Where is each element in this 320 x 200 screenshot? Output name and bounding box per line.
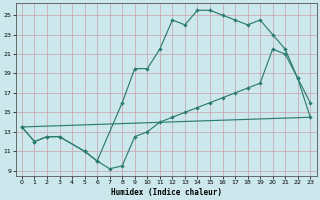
X-axis label: Humidex (Indice chaleur): Humidex (Indice chaleur) — [111, 188, 221, 197]
